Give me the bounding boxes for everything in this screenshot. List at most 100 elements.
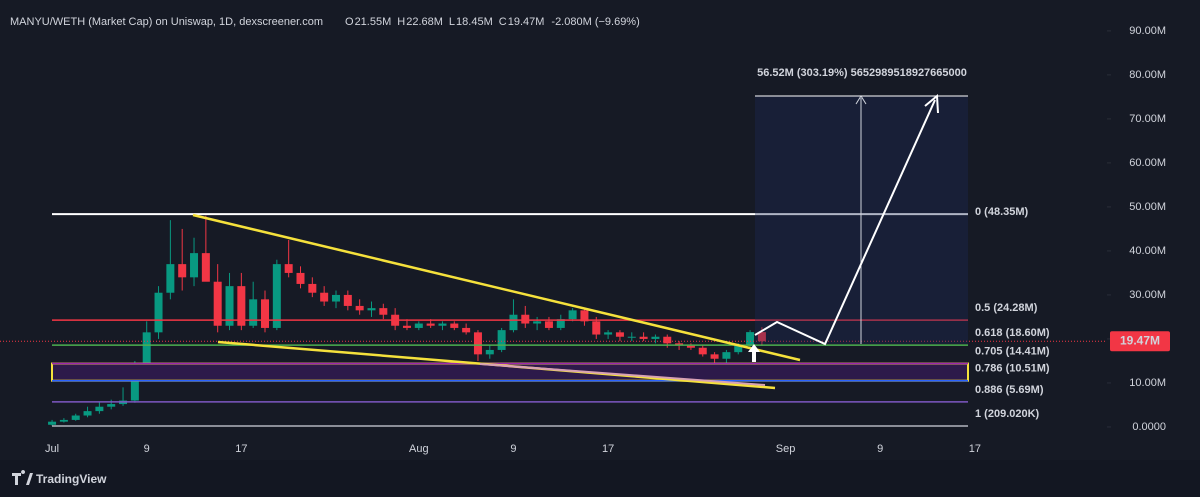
measure-label: 56.52M (303.19%) 5652989518927665000 <box>757 67 967 79</box>
candle-body <box>261 299 270 328</box>
fib-label: 0.886 (5.69M) <box>975 384 1044 396</box>
fib-label: 0.5 (24.28M) <box>975 302 1038 314</box>
candle-body <box>379 308 388 315</box>
candle-body <box>651 336 660 339</box>
fib-label: 0.786 (10.51M) <box>975 363 1050 375</box>
footer-bar <box>0 460 1200 497</box>
candle-body <box>556 319 565 328</box>
candle-body <box>533 321 542 324</box>
candle-body <box>615 332 624 337</box>
brand-name: TradingView <box>36 472 107 486</box>
ohlc-legend: O 21.55M H 22.68M L 18.45M C 19.47M -2.080M (−9.… <box>345 16 640 28</box>
candle-body <box>627 336 636 338</box>
candle-body <box>604 332 613 335</box>
trendline-pink <box>479 363 766 386</box>
y-tick-label: 0.0000 <box>1132 421 1166 433</box>
ohlc-value: 21.55M <box>355 16 392 28</box>
candle-body <box>142 332 151 368</box>
ohlc-key: L <box>449 16 455 28</box>
ohlc-key: O <box>345 16 354 28</box>
x-tick-label: Jul <box>45 443 59 455</box>
candle-body <box>331 294 340 302</box>
ohlc-value: 18.45M <box>456 16 493 28</box>
candle-body <box>178 264 187 278</box>
candle-body <box>284 264 293 273</box>
candle-body <box>710 354 719 359</box>
x-tick-label: 17 <box>969 443 981 455</box>
trendline-upper <box>192 213 801 362</box>
chart-title: MANYU/WETH (Market Cap) on Uniswap, 1D, … <box>10 16 323 28</box>
candle-body <box>722 352 731 359</box>
candle-body <box>450 323 459 328</box>
x-tick-label: 9 <box>877 443 883 455</box>
last-price-label: 19.47M <box>1120 333 1160 347</box>
candle-body <box>485 349 494 355</box>
brand-logo <box>12 470 33 485</box>
brand: TradingView <box>12 470 107 486</box>
ohlc-key: H <box>397 16 405 28</box>
last-price-box <box>1110 331 1170 352</box>
candle-body <box>343 294 352 306</box>
candle-body <box>414 323 423 328</box>
y-tick-label: 10.00M <box>1129 377 1166 389</box>
candle-body <box>580 310 589 322</box>
projection-path <box>754 99 936 346</box>
up-arrow-icon <box>748 344 760 362</box>
candle-body <box>320 292 329 302</box>
x-tick-label: 9 <box>510 443 516 455</box>
candle-body <box>296 272 305 284</box>
candle-body <box>757 332 766 342</box>
candle-body <box>497 330 506 350</box>
candle-body <box>426 323 435 326</box>
candle-body <box>190 253 199 278</box>
candle-body <box>639 336 648 339</box>
y-tick-label: 90.00M <box>1129 25 1166 37</box>
candle-body <box>213 281 222 326</box>
y-tick-label: 30.00M <box>1129 289 1166 301</box>
fib-label: 0.705 (14.41M) <box>975 345 1050 357</box>
measure-arrow-head <box>855 95 867 105</box>
ohlc-value: 22.68M <box>406 16 443 28</box>
candle-body <box>367 308 376 311</box>
candle-body <box>462 327 471 333</box>
candle-body <box>166 264 175 293</box>
fib-label: 0.618 (18.60M) <box>975 327 1050 339</box>
candle-body <box>473 332 482 355</box>
candle-body <box>521 314 530 324</box>
candle-body <box>237 286 246 326</box>
candle-body <box>308 283 317 293</box>
ohlc-value: 19.47M <box>508 16 545 28</box>
candle-body <box>71 415 80 420</box>
candle-body <box>355 305 364 311</box>
candle-body <box>663 336 672 344</box>
x-tick-label: 9 <box>144 443 150 455</box>
y-tick-label: 80.00M <box>1129 69 1166 81</box>
y-tick-label: 50.00M <box>1129 201 1166 213</box>
y-tick-label: 70.00M <box>1129 113 1166 125</box>
candle-body <box>568 310 577 320</box>
ohlc-value: -2.080M (−9.69%) <box>551 16 639 28</box>
candle-body <box>201 253 210 282</box>
candle-body <box>130 367 139 401</box>
candle-body <box>509 314 518 331</box>
candle-body <box>59 419 68 422</box>
x-tick-label: 17 <box>235 443 247 455</box>
candle-body <box>83 411 92 416</box>
fib-label: 0 (48.35M) <box>975 206 1029 218</box>
projection-arrow-head <box>924 93 939 114</box>
candle-body <box>746 332 755 346</box>
x-tick-label: 17 <box>602 443 614 455</box>
ohlc-key: C <box>499 16 507 28</box>
candle-body <box>154 292 163 333</box>
candle-body <box>544 321 553 328</box>
y-tick-label: 40.00M <box>1129 245 1166 257</box>
candle-body <box>107 404 116 407</box>
candle-body <box>249 299 258 326</box>
candle-body <box>402 325 411 328</box>
candle-body <box>686 345 695 348</box>
plot-area <box>0 30 1111 448</box>
candle-body <box>225 286 234 326</box>
candle-body <box>592 321 601 335</box>
